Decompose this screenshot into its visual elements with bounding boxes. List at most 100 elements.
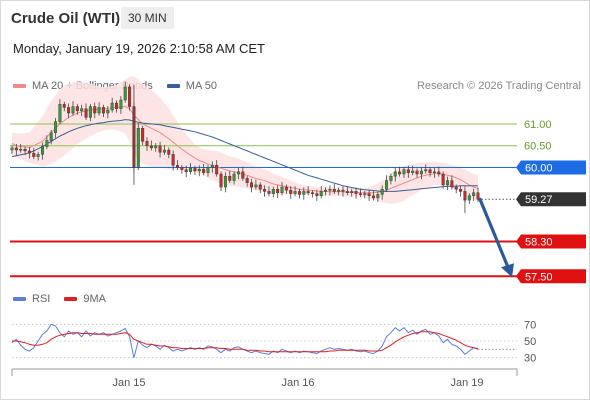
candle-body xyxy=(128,86,132,107)
candle-body xyxy=(36,154,40,157)
legend-item-rsi: RSI xyxy=(13,293,50,305)
candle-body xyxy=(250,182,254,188)
candle-body xyxy=(476,192,480,200)
candle-body xyxy=(437,171,441,175)
candle-body xyxy=(93,106,97,114)
level-tag-57.50 xyxy=(516,269,586,284)
candle-body xyxy=(62,104,66,108)
candle-body xyxy=(193,168,197,172)
candle-body xyxy=(424,169,428,172)
level-tag-text-59.27: 59.27 xyxy=(525,194,553,206)
candle-body xyxy=(23,148,27,152)
candle-body xyxy=(110,102,114,111)
candle-body xyxy=(32,152,36,157)
candle-body xyxy=(167,149,171,155)
candle-body xyxy=(154,145,158,149)
candle-body xyxy=(467,195,471,201)
candle-body xyxy=(88,106,92,118)
candle-body xyxy=(271,189,275,194)
legend-swatch-ma20 xyxy=(13,84,26,88)
instrument-title: Crude Oil (WTI) xyxy=(11,10,121,27)
candle-body xyxy=(67,107,71,114)
legend-label-ma50: MA 50 xyxy=(185,80,217,92)
bollinger-band xyxy=(12,76,478,204)
candle-body xyxy=(215,165,219,175)
rsi-series-9ma xyxy=(12,331,479,353)
candle-body xyxy=(406,169,410,173)
candle-body xyxy=(136,128,140,168)
rsi-legend: RSI 9MA xyxy=(13,293,120,305)
candle-body xyxy=(328,189,332,191)
candle-body xyxy=(232,173,236,181)
candle-body xyxy=(302,191,306,195)
candle-body xyxy=(263,189,267,192)
level-tag-text-60.00: 60.00 xyxy=(525,162,553,174)
candle-body xyxy=(27,150,31,154)
candle-body xyxy=(149,145,153,149)
projection-arrowhead xyxy=(501,263,514,278)
candle-body xyxy=(14,147,18,151)
candle-body xyxy=(219,173,223,188)
candle-body xyxy=(315,193,319,196)
candle-body xyxy=(49,132,53,141)
candle-body xyxy=(332,189,336,192)
candle-body xyxy=(202,169,206,173)
candle-body xyxy=(197,169,201,172)
candle-body xyxy=(267,191,271,194)
rsi-tick-70: 70 xyxy=(524,319,536,331)
projection-arrow-line xyxy=(478,197,510,269)
level-tag-60.00 xyxy=(516,160,586,175)
candle-body xyxy=(80,108,84,112)
rsi-tick-50: 50 xyxy=(524,336,536,348)
candle-body xyxy=(389,175,393,181)
candle-body xyxy=(84,108,88,118)
legend-swatch-9ma xyxy=(64,297,78,301)
copyright-text: Research © 2026 Trading Central xyxy=(416,80,581,92)
candle-body xyxy=(293,191,297,194)
candle-body xyxy=(393,171,397,177)
candle-body xyxy=(319,191,323,196)
candle-body xyxy=(40,146,44,155)
candle-body xyxy=(258,184,262,190)
legend-label-rsi: RSI xyxy=(32,293,51,305)
candle-body xyxy=(10,147,14,151)
candle-body xyxy=(236,171,240,175)
x-tick-label: Jan 15 xyxy=(112,377,145,389)
legend-swatch-ma50 xyxy=(166,84,180,88)
candle-body xyxy=(380,189,384,195)
candle-body xyxy=(324,189,328,192)
candle-body xyxy=(119,99,123,109)
candle-body xyxy=(432,171,436,174)
level-label-60.50: 60.50 xyxy=(524,141,552,153)
candle-body xyxy=(376,194,380,199)
candle-body xyxy=(371,195,375,199)
candle-body xyxy=(180,167,184,170)
legend-item-9ma: 9MA xyxy=(64,293,106,305)
candle-body xyxy=(58,104,62,122)
candle-body xyxy=(311,192,315,194)
candle-body xyxy=(411,170,415,173)
candle-body xyxy=(210,165,214,168)
candle-body xyxy=(402,169,406,175)
candle-body xyxy=(280,186,284,193)
ma50-line xyxy=(11,119,478,192)
candle-body xyxy=(284,186,288,191)
candle-body xyxy=(223,175,227,188)
candle-body xyxy=(358,193,362,195)
candle-body xyxy=(446,180,450,186)
candle-body xyxy=(306,191,310,193)
candle-body xyxy=(450,180,454,188)
candle-body xyxy=(454,186,458,190)
candle-body xyxy=(289,189,293,194)
candle-body xyxy=(141,128,145,142)
candle-body xyxy=(145,141,149,146)
candle-body xyxy=(45,140,49,147)
candle-body xyxy=(419,170,423,175)
timeframe-badge[interactable]: 30 MIN xyxy=(121,7,174,29)
candle-body xyxy=(19,148,23,151)
candle-body xyxy=(162,149,166,153)
candle-body xyxy=(245,178,249,183)
level-label-61.00: 61.00 xyxy=(524,119,552,131)
candle-body xyxy=(101,107,105,114)
